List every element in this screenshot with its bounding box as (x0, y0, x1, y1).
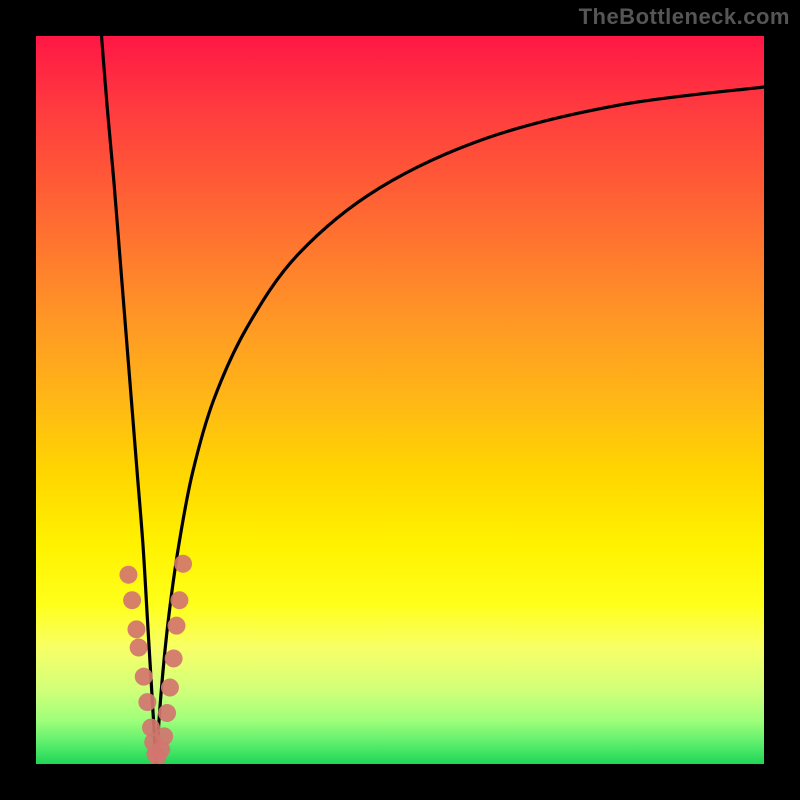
data-marker (158, 704, 176, 722)
data-marker (127, 620, 145, 638)
data-marker (168, 617, 186, 635)
data-marker (119, 566, 137, 584)
bottleneck-chart: TheBottleneck.com (0, 0, 800, 800)
data-marker (170, 591, 188, 609)
watermark-text: TheBottleneck.com (579, 4, 790, 30)
data-marker (130, 639, 148, 657)
data-marker (161, 679, 179, 697)
data-marker (123, 591, 141, 609)
chart-canvas (0, 0, 800, 800)
data-marker (135, 668, 153, 686)
chart-gradient-background (36, 36, 764, 764)
data-marker (138, 693, 156, 711)
data-marker (155, 727, 173, 745)
data-marker (165, 649, 183, 667)
data-marker (174, 555, 192, 573)
